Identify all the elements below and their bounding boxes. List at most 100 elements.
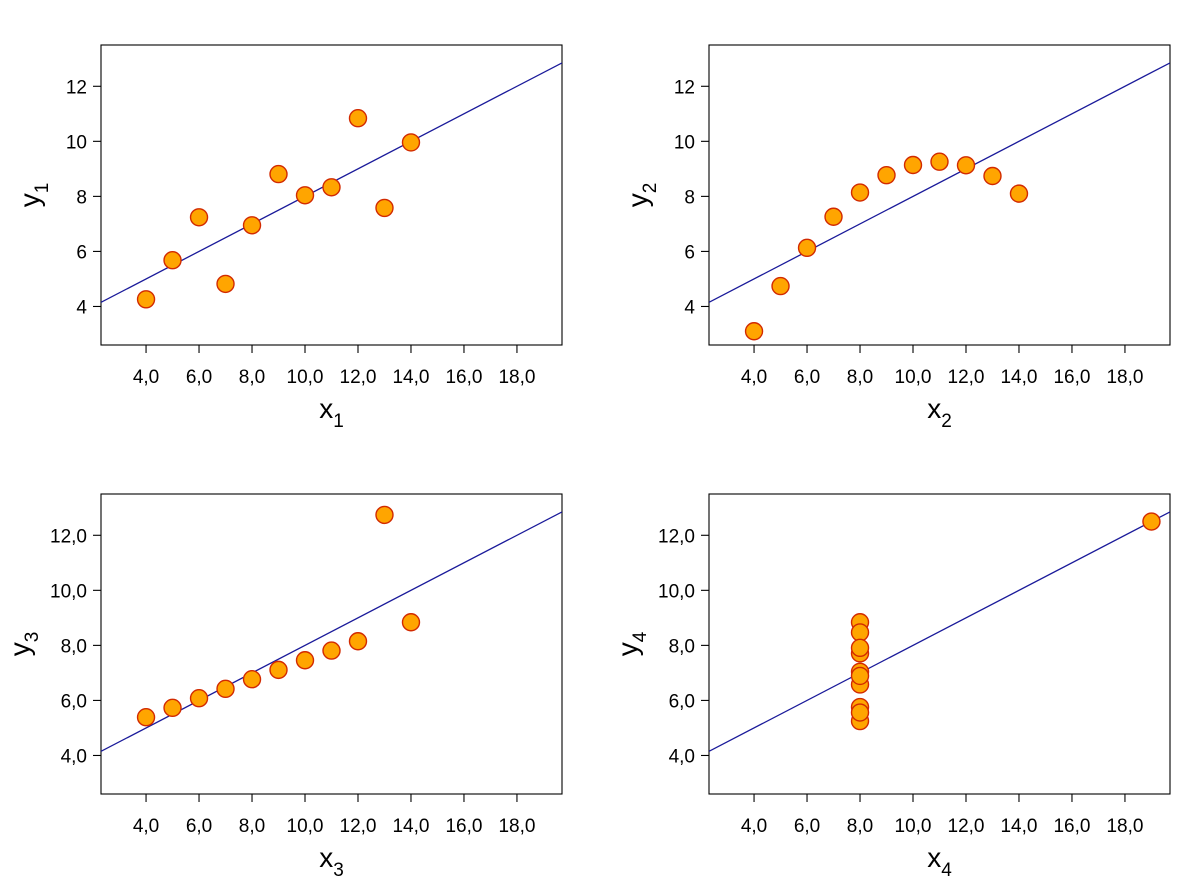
panel-4: 4,0 6,0 8,0 10,0 12,0 14,0 16,0 18,0 4,0 6,0 8,0 10… <box>612 493 1171 881</box>
x-axis-title: x3 <box>319 842 344 881</box>
data-point <box>850 623 870 642</box>
data-point <box>216 274 235 294</box>
x-tick-label: 4,0 <box>133 367 159 388</box>
x-tick-label: 4,0 <box>741 816 767 837</box>
y-tick-label: 4,0 <box>669 746 695 767</box>
data-point <box>401 613 421 632</box>
x-tick-label: 12,0 <box>948 367 985 388</box>
data-point <box>930 152 949 171</box>
y-axis-title-main: y <box>612 642 643 656</box>
data-point <box>797 238 817 258</box>
data-point <box>189 208 209 227</box>
data-point <box>242 216 262 235</box>
y-axis-title: y1 <box>14 183 53 208</box>
data-point <box>401 133 421 152</box>
plot-frame <box>100 44 563 346</box>
y-axis-title: y4 <box>612 631 651 656</box>
y-tick-label: 6,0 <box>61 691 87 712</box>
x-axis-title-main: x <box>319 842 333 873</box>
y-axis-title-subscript: 1 <box>32 183 53 194</box>
y-tick-label: 12,0 <box>658 526 695 547</box>
x-axis-title: x4 <box>927 842 952 881</box>
y-tick-label: 10,0 <box>658 581 695 602</box>
data-point <box>348 632 368 651</box>
x-tick-label: 16,0 <box>445 816 482 837</box>
data-point <box>1009 184 1029 203</box>
data-point <box>163 698 182 718</box>
x-tick-label: 16,0 <box>445 367 482 388</box>
data-point <box>850 666 870 686</box>
data-point <box>348 109 368 128</box>
x-tick-label: 8,0 <box>239 816 265 837</box>
data-point <box>744 322 764 341</box>
y-tick-label: 4 <box>684 297 695 318</box>
data-point <box>983 166 1002 186</box>
y-tick-label: 10 <box>66 132 87 153</box>
x-tick-label: 18,0 <box>1106 816 1143 837</box>
x-tick-label: 18,0 <box>1106 367 1143 388</box>
x-axis-title-subscript: 4 <box>941 860 952 881</box>
x-tick-label: 4,0 <box>133 816 159 837</box>
x-tick-label: 14,0 <box>1000 367 1037 388</box>
x-tick-label: 8,0 <box>847 816 873 837</box>
y-tick-label: 6,0 <box>669 691 695 712</box>
plot-frame <box>100 493 563 795</box>
data-point <box>136 290 156 309</box>
x-axis-title-main: x <box>927 842 941 873</box>
x-axis-title-subscript: 2 <box>941 411 952 432</box>
y-axis-title-main: y <box>14 193 45 207</box>
x-tick-label: 6,0 <box>186 367 212 388</box>
y-tick-label: 12 <box>674 77 695 98</box>
data-point <box>903 155 923 175</box>
x-tick-label: 6,0 <box>186 816 212 837</box>
x-tick-label: 10,0 <box>287 816 324 837</box>
x-tick-label: 6,0 <box>794 816 820 837</box>
y-axis-title: y3 <box>4 632 43 657</box>
data-point <box>322 641 341 660</box>
y-axis-title-main: y <box>622 193 653 207</box>
data-point <box>375 198 394 218</box>
x-tick-label: 14,0 <box>392 816 429 837</box>
x-tick-label: 16,0 <box>1053 367 1090 388</box>
data-point <box>163 251 182 270</box>
x-tick-label: 10,0 <box>895 367 932 388</box>
x-tick-label: 12,0 <box>340 367 377 388</box>
data-point <box>242 670 262 689</box>
x-axis-title-main: x <box>927 393 941 424</box>
data-point <box>136 708 156 727</box>
x-tick-label: 18,0 <box>498 816 535 837</box>
y-tick-label: 12 <box>66 77 87 98</box>
x-tick-label: 12,0 <box>948 816 985 837</box>
y-tick-label: 10,0 <box>50 581 87 602</box>
y-tick-label: 6 <box>684 242 695 263</box>
data-point <box>1142 512 1161 531</box>
x-axis-title-subscript: 1 <box>333 411 344 432</box>
y-tick-label: 4 <box>76 297 87 318</box>
y-tick-label: 12,0 <box>50 526 87 547</box>
x-tick-label: 8,0 <box>847 367 873 388</box>
y-tick-label: 6 <box>76 242 87 263</box>
y-axis-title-subscript: 4 <box>630 631 651 642</box>
data-point <box>956 156 976 175</box>
x-tick-label: 10,0 <box>287 367 324 388</box>
data-point <box>850 183 870 202</box>
data-point <box>771 276 790 296</box>
y-tick-label: 8 <box>76 187 87 208</box>
y-axis-title: y2 <box>622 183 661 208</box>
y-tick-label: 10 <box>674 132 695 153</box>
data-point <box>850 638 870 658</box>
x-tick-label: 18,0 <box>498 367 535 388</box>
data-point <box>824 207 843 226</box>
data-point <box>216 679 235 699</box>
x-tick-label: 12,0 <box>340 816 377 837</box>
x-tick-label: 14,0 <box>392 367 429 388</box>
x-tick-label: 14,0 <box>1000 816 1037 837</box>
x-tick-label: 6,0 <box>794 367 820 388</box>
y-tick-label: 8,0 <box>669 636 695 657</box>
x-tick-label: 8,0 <box>239 367 265 388</box>
x-tick-label: 16,0 <box>1053 816 1090 837</box>
data-point <box>375 505 394 525</box>
